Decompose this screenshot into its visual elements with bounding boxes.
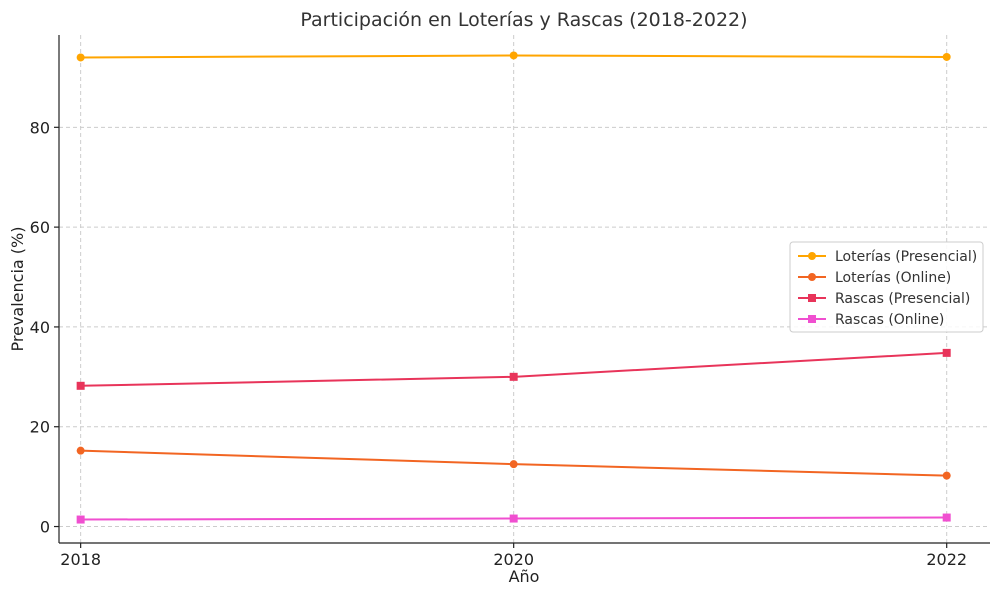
legend-marker xyxy=(808,315,816,323)
legend-entry: Loterías (Online) xyxy=(798,270,951,286)
data-point xyxy=(509,51,518,60)
x-tick-label: 2020 xyxy=(493,550,534,569)
legend-label: Loterías (Online) xyxy=(835,270,951,286)
series-layer xyxy=(76,51,951,524)
legend-label: Rascas (Online) xyxy=(835,312,944,328)
x-axis-label: Año xyxy=(509,567,540,586)
legend-marker xyxy=(808,273,816,281)
series-1 xyxy=(76,51,951,62)
data-point xyxy=(76,446,85,455)
axes xyxy=(58,35,990,544)
y-tick-label: 0 xyxy=(40,518,50,537)
data-point xyxy=(76,53,85,62)
legend-entry: Rascas (Presencial) xyxy=(798,291,970,307)
data-point xyxy=(942,471,951,480)
series-3 xyxy=(76,348,951,390)
y-tick-label: 60 xyxy=(30,218,50,237)
series-2 xyxy=(76,446,951,480)
data-point xyxy=(942,52,951,61)
data-point xyxy=(76,381,85,390)
legend-marker xyxy=(808,252,816,260)
legend-label: Loterías (Presencial) xyxy=(835,249,977,265)
y-tick-label: 20 xyxy=(30,418,50,437)
legend-entry: Loterías (Presencial) xyxy=(798,249,977,265)
x-tick-label: 2022 xyxy=(926,550,967,569)
legend-label: Rascas (Presencial) xyxy=(835,291,970,307)
x-tick-label: 2018 xyxy=(60,550,101,569)
legend-entry: Rascas (Online) xyxy=(798,312,944,328)
y-axis-label: Prevalencia (%) xyxy=(8,227,27,352)
data-point xyxy=(76,515,85,524)
data-point xyxy=(509,514,518,523)
y-tick-label: 40 xyxy=(30,318,50,337)
y-tick-label: 80 xyxy=(30,118,50,137)
data-point xyxy=(509,460,518,469)
legend: Loterías (Presencial) Loterías (Online) Ra… xyxy=(789,241,984,333)
tick-labels: 2018 2020 2022 0 20 40 60 80 xyxy=(30,118,967,569)
legend-marker xyxy=(808,294,816,302)
legend-box xyxy=(789,241,984,333)
chart-title: Participación en Loterías y Rascas (2018… xyxy=(300,9,747,31)
data-point xyxy=(942,513,951,522)
grid xyxy=(59,35,990,543)
data-point xyxy=(509,372,518,381)
series-4 xyxy=(76,513,951,524)
data-point xyxy=(942,348,951,357)
